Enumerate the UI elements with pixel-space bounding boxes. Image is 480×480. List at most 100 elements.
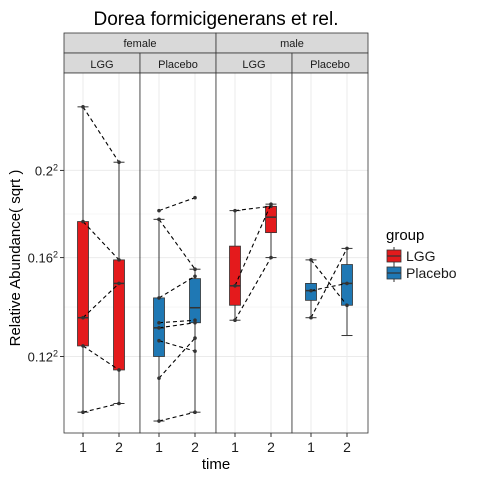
paired-dashed-line: [158, 219, 196, 270]
data-point: [81, 315, 85, 320]
data-point: [233, 318, 237, 323]
data-point: [81, 344, 85, 348]
x-tick-label: 2: [267, 439, 275, 455]
data-point: [117, 258, 121, 262]
data-point: [157, 208, 161, 213]
subject-pair: [81, 105, 121, 165]
data-point: [193, 318, 197, 323]
data-point: [193, 320, 197, 325]
legend-title: group: [386, 227, 424, 244]
data-point: [157, 376, 161, 380]
data-point: [81, 410, 85, 415]
panel-background: [64, 73, 140, 433]
strip-label-placebo: Placebo: [158, 59, 198, 71]
subject-pair: [81, 219, 121, 262]
data-point: [193, 195, 197, 200]
data-point: [117, 368, 121, 372]
legend-label-lgg: LGG: [406, 248, 436, 264]
x-tick-label: 1: [231, 439, 239, 455]
data-point: [81, 105, 85, 109]
data-point: [345, 246, 349, 251]
subject-pair: [81, 281, 121, 320]
box-body: [77, 221, 89, 347]
panel-female-lgg: LGG: [63, 52, 141, 434]
paired-dashed-line: [158, 197, 196, 212]
data-point: [157, 326, 161, 330]
x-tick-label: 2: [115, 439, 123, 455]
strip-label-lgg: LGG: [242, 59, 265, 71]
x-tick-label: 1: [79, 439, 87, 455]
y-axis-label: Relative Abundance( sqrt ): [7, 170, 24, 347]
legend-label-placebo: Placebo: [406, 265, 457, 281]
subject-pair: [81, 401, 121, 415]
data-point: [157, 320, 161, 325]
data-point: [157, 338, 161, 343]
box-body: [265, 205, 277, 234]
subject-pair: [309, 281, 349, 293]
paired-dashed-line: [158, 411, 196, 422]
data-point: [309, 288, 313, 293]
paired-dashed-line: [310, 248, 348, 318]
data-point: [269, 202, 273, 206]
subject-pair: [81, 344, 121, 372]
data-point: [117, 401, 121, 406]
subject-pair: [233, 202, 273, 288]
panel-female-placebo: Placebo: [139, 52, 217, 434]
box-lgg-time-1: [229, 210, 241, 321]
panel-background: [140, 73, 216, 433]
chart-title: Dorea formicigenerans et rel.: [94, 9, 339, 30]
data-point: [157, 419, 161, 423]
subject-pair: [157, 217, 197, 272]
panel-male-lgg: LGG: [215, 52, 293, 434]
x-tick-label: 1: [155, 439, 163, 455]
subject-pair: [309, 246, 349, 320]
x-axis: 1 2 1 2 1 2 1 2: [79, 433, 351, 455]
panel-border: [291, 72, 369, 434]
paired-dashed-line: [234, 257, 272, 321]
legend-entry-lgg: LGG: [386, 247, 436, 265]
data-point: [193, 349, 197, 353]
data-point: [193, 274, 197, 279]
paired-dashed-line: [82, 402, 120, 413]
x-tick-label: 1: [307, 439, 315, 455]
facet-panels: female male LGG Placebo LGG Placebo: [63, 32, 369, 434]
subject-pair: [157, 320, 197, 330]
paired-dashed-line: [158, 340, 196, 352]
panel-male-placebo: Placebo: [291, 52, 369, 434]
subject-pair: [309, 258, 349, 308]
x-tick-label: 2: [191, 439, 199, 455]
subject-pair: [157, 336, 197, 380]
subject-pair: [157, 410, 197, 423]
data-point: [193, 336, 197, 340]
data-point: [233, 284, 237, 288]
data-point: [193, 410, 197, 415]
subject-pair: [157, 338, 197, 353]
data-point: [117, 281, 121, 286]
data-point: [233, 208, 237, 213]
data-point: [345, 303, 349, 308]
x-tick-label: 2: [343, 439, 351, 455]
paired-dashed-line: [310, 282, 348, 292]
data-point: [193, 267, 197, 272]
data-point: [117, 160, 121, 165]
strip-label-female: female: [123, 38, 156, 50]
paired-dashed-line: [234, 205, 272, 212]
box-body: [189, 278, 201, 324]
strip-label-lgg: LGG: [90, 59, 113, 71]
box-body: [113, 259, 125, 371]
paired-dashed-line: [82, 221, 120, 261]
subject-pair: [233, 255, 273, 323]
subject-pair: [157, 195, 197, 213]
paired-dashed-line: [82, 283, 120, 319]
data-point: [309, 315, 313, 320]
subject-pair: [157, 274, 197, 300]
panel-background: [292, 73, 368, 433]
paired-dashed-line: [158, 337, 196, 379]
y-tick-label: 0.122: [28, 348, 58, 364]
paired-dashed-line: [234, 203, 272, 287]
paired-dashed-line: [82, 345, 120, 371]
data-point: [157, 296, 161, 300]
x-axis-label: time: [202, 456, 230, 473]
